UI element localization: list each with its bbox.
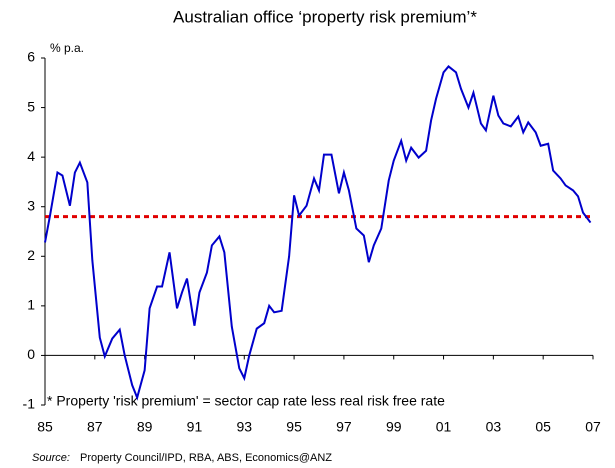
y-tick-label: 2 [27, 247, 35, 263]
y-tick-label: 3 [27, 197, 35, 213]
source: Property Council/IPD, RBA, ABS, Economic… [80, 452, 332, 464]
x-tick-label: 99 [386, 419, 402, 435]
y-tick-label: 4 [27, 148, 35, 164]
source-prefix: Source: [32, 452, 70, 464]
chart-title: Australian office ‘property risk premium… [173, 7, 477, 26]
y-tick-label: 6 [27, 49, 35, 65]
x-tick-label: 91 [187, 419, 203, 435]
x-tick-label: 05 [535, 419, 551, 435]
data-line [44, 65, 592, 401]
x-tick-label: 01 [436, 419, 452, 435]
x-tick-label: 87 [87, 419, 103, 435]
annotation: * Property 'risk premium' = sector cap r… [47, 393, 445, 409]
y-tick-label: 5 [27, 98, 35, 114]
y-axis-label: % p.a. [50, 41, 84, 55]
x-tick-label: 85 [37, 419, 53, 435]
x-tick-label: 97 [336, 419, 352, 435]
x-tick-label: 89 [137, 419, 153, 435]
y-tick-label: 0 [27, 346, 35, 362]
x-tick-label: 07 [585, 419, 601, 435]
x-tick-label: 03 [486, 419, 502, 435]
y-tick-label: 1 [27, 297, 35, 313]
x-tick-label: 95 [286, 419, 302, 435]
x-tick-label: 93 [236, 419, 252, 435]
y-tick-label: -1 [23, 396, 36, 412]
